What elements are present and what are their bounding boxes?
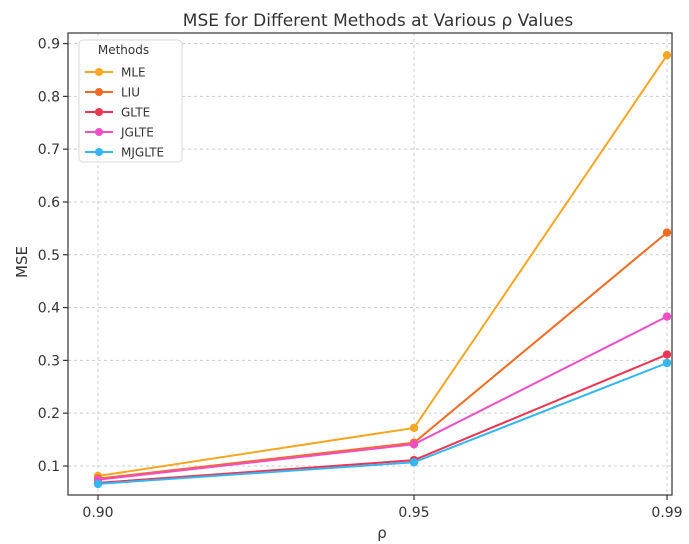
y-tick-label: 0.9: [38, 37, 60, 53]
legend-label: JGLTE: [120, 126, 154, 140]
legend-item-mjglte: MJGLTE: [85, 146, 164, 160]
legend-label: MLE: [121, 66, 146, 80]
x-tick-label: 0.90: [82, 505, 113, 521]
data-point-mle: [662, 50, 672, 60]
series-group: [93, 50, 672, 489]
y-tick-label: 0.6: [38, 195, 60, 211]
data-point-mjglte: [409, 458, 419, 467]
chart-title: MSE for Different Methods at Various ρ V…: [183, 11, 574, 31]
legend: Methods MLE LIU GLTE JGLTE MJGLTE: [78, 39, 183, 163]
data-point-mjglte: [662, 358, 672, 368]
legend-label: MJGLTE: [121, 146, 164, 160]
legend-swatch-marker: [95, 68, 103, 76]
x-tick-label: 0.95: [398, 505, 429, 521]
x-axis-label: ρ: [377, 524, 387, 542]
legend-swatch-marker: [95, 88, 103, 96]
y-tick-label: 0.1: [38, 459, 60, 475]
axes: 0.90 0.95 0.99 0.1 0.2 0.3 0.4 0.5 0.6 0.7 0.8 0.9: [38, 32, 683, 521]
data-point-jglte: [409, 440, 419, 449]
legend-item-glte: GLTE: [85, 106, 150, 120]
y-tick-label: 0.3: [38, 353, 60, 369]
data-point-jglte: [662, 312, 672, 321]
y-tick-label: 0.7: [38, 142, 60, 158]
series-glte: [93, 350, 672, 488]
legend-title: Methods: [98, 43, 149, 57]
legend-swatch-marker: [95, 108, 103, 116]
data-point-mjglte: [93, 479, 103, 489]
series-line-jglte: [97, 315, 668, 481]
y-tick-label: 0.2: [38, 406, 60, 422]
y-tick-label: 0.4: [38, 301, 60, 317]
data-point-mle: [409, 423, 419, 433]
series-mjglte: [93, 358, 672, 489]
series-jglte: [93, 312, 672, 484]
x-tick-label: 0.99: [651, 505, 682, 521]
legend-box: [78, 39, 183, 163]
plot-frame: [67, 32, 673, 496]
legend-item-liu: LIU: [85, 86, 140, 100]
legend-swatch-marker: [95, 128, 103, 136]
y-tick-label: 0.8: [38, 89, 60, 105]
legend-item-mle: MLE: [85, 66, 146, 80]
y-axis-label: MSE: [13, 246, 31, 278]
data-point-liu: [662, 228, 672, 237]
series-liu: [93, 228, 672, 483]
legend-swatch-marker: [95, 148, 103, 156]
series-line-liu: [97, 231, 668, 480]
legend-label: GLTE: [121, 106, 150, 120]
legend-label: LIU: [121, 86, 140, 100]
y-tick-label: 0.5: [38, 248, 60, 264]
data-point-glte: [662, 350, 672, 359]
legend-item-jglte: JGLTE: [85, 126, 154, 140]
